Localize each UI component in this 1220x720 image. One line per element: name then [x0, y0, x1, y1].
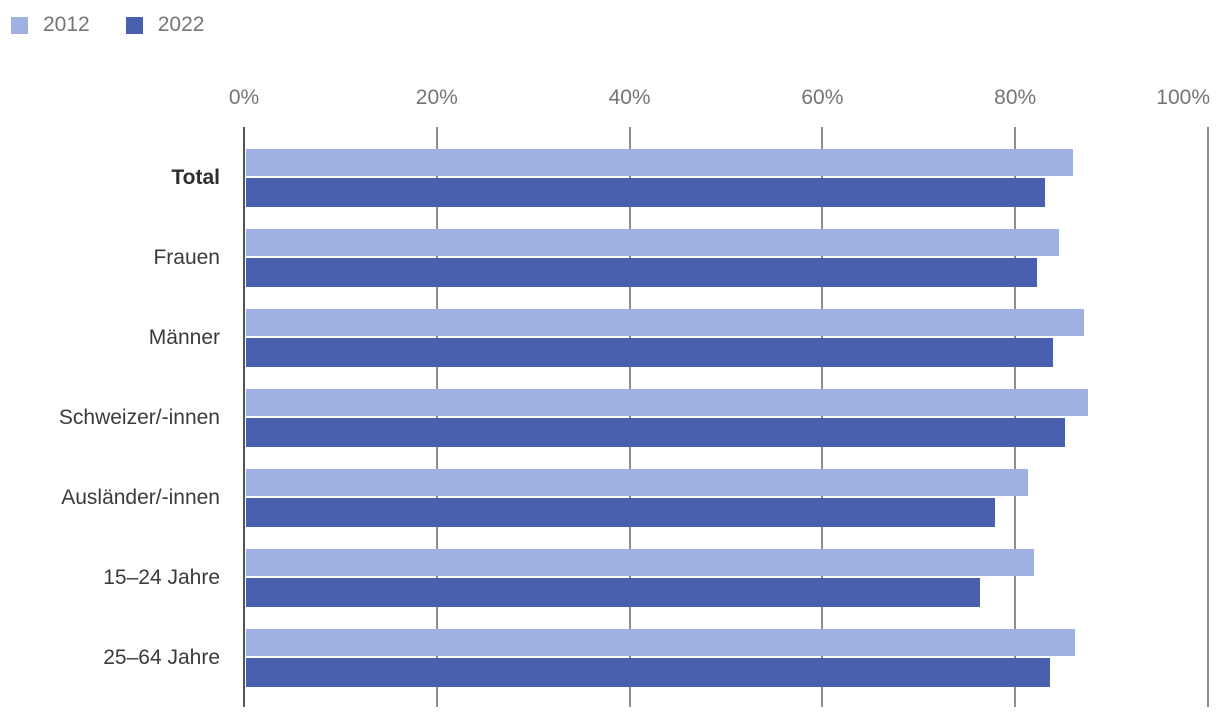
bar-2012: [246, 229, 1059, 256]
legend-swatch-2022: [125, 16, 143, 34]
bar-2022: [246, 578, 981, 607]
category-label: Total: [171, 166, 220, 189]
axis-tick-label: 80%: [994, 86, 1037, 109]
axis-tick-label: 40%: [608, 86, 651, 109]
bar-2022: [246, 658, 1050, 687]
axis-tick-label: 20%: [415, 86, 458, 109]
bar-2022: [246, 258, 1038, 287]
category-label: Frauen: [153, 246, 220, 269]
gridline: [1014, 127, 1017, 707]
axis-tick-label: 0%: [228, 86, 260, 109]
category-label: 25–64 Jahre: [103, 646, 220, 669]
bar-2012: [246, 389, 1089, 416]
legend-label-2012: 2012: [43, 13, 90, 36]
category-label: Schweizer/-innen: [58, 406, 220, 429]
gridline: [435, 127, 438, 707]
gridline: [1207, 127, 1209, 707]
legend-item-2012: 2012: [11, 14, 90, 36]
bar-2022: [246, 418, 1066, 447]
bar-2022: [246, 338, 1053, 367]
axis-tick-label: 100%: [1156, 86, 1210, 109]
y-axis-line: [243, 127, 245, 707]
legend-swatch-2012: [11, 16, 28, 34]
axis-tick-label: 60%: [801, 86, 844, 109]
bar-2022: [246, 498, 995, 527]
legend-item-2022: 2022: [125, 13, 205, 36]
bar-2012: [246, 469, 1028, 496]
bar-2012: [246, 309, 1084, 336]
bar-2022: [246, 178, 1046, 207]
gridline: [628, 127, 631, 707]
bar-2012: [246, 149, 1074, 176]
category-label: 15–24 Jahre: [103, 566, 220, 589]
legend-label-2022: 2022: [157, 13, 205, 36]
gridline: [821, 127, 824, 707]
category-label: Männer: [148, 326, 220, 349]
bar-2012: [246, 549, 1035, 576]
category-label: Ausländer/-innen: [61, 486, 220, 509]
bar-2012: [246, 629, 1075, 656]
legend: 2012 2022: [11, 14, 204, 36]
